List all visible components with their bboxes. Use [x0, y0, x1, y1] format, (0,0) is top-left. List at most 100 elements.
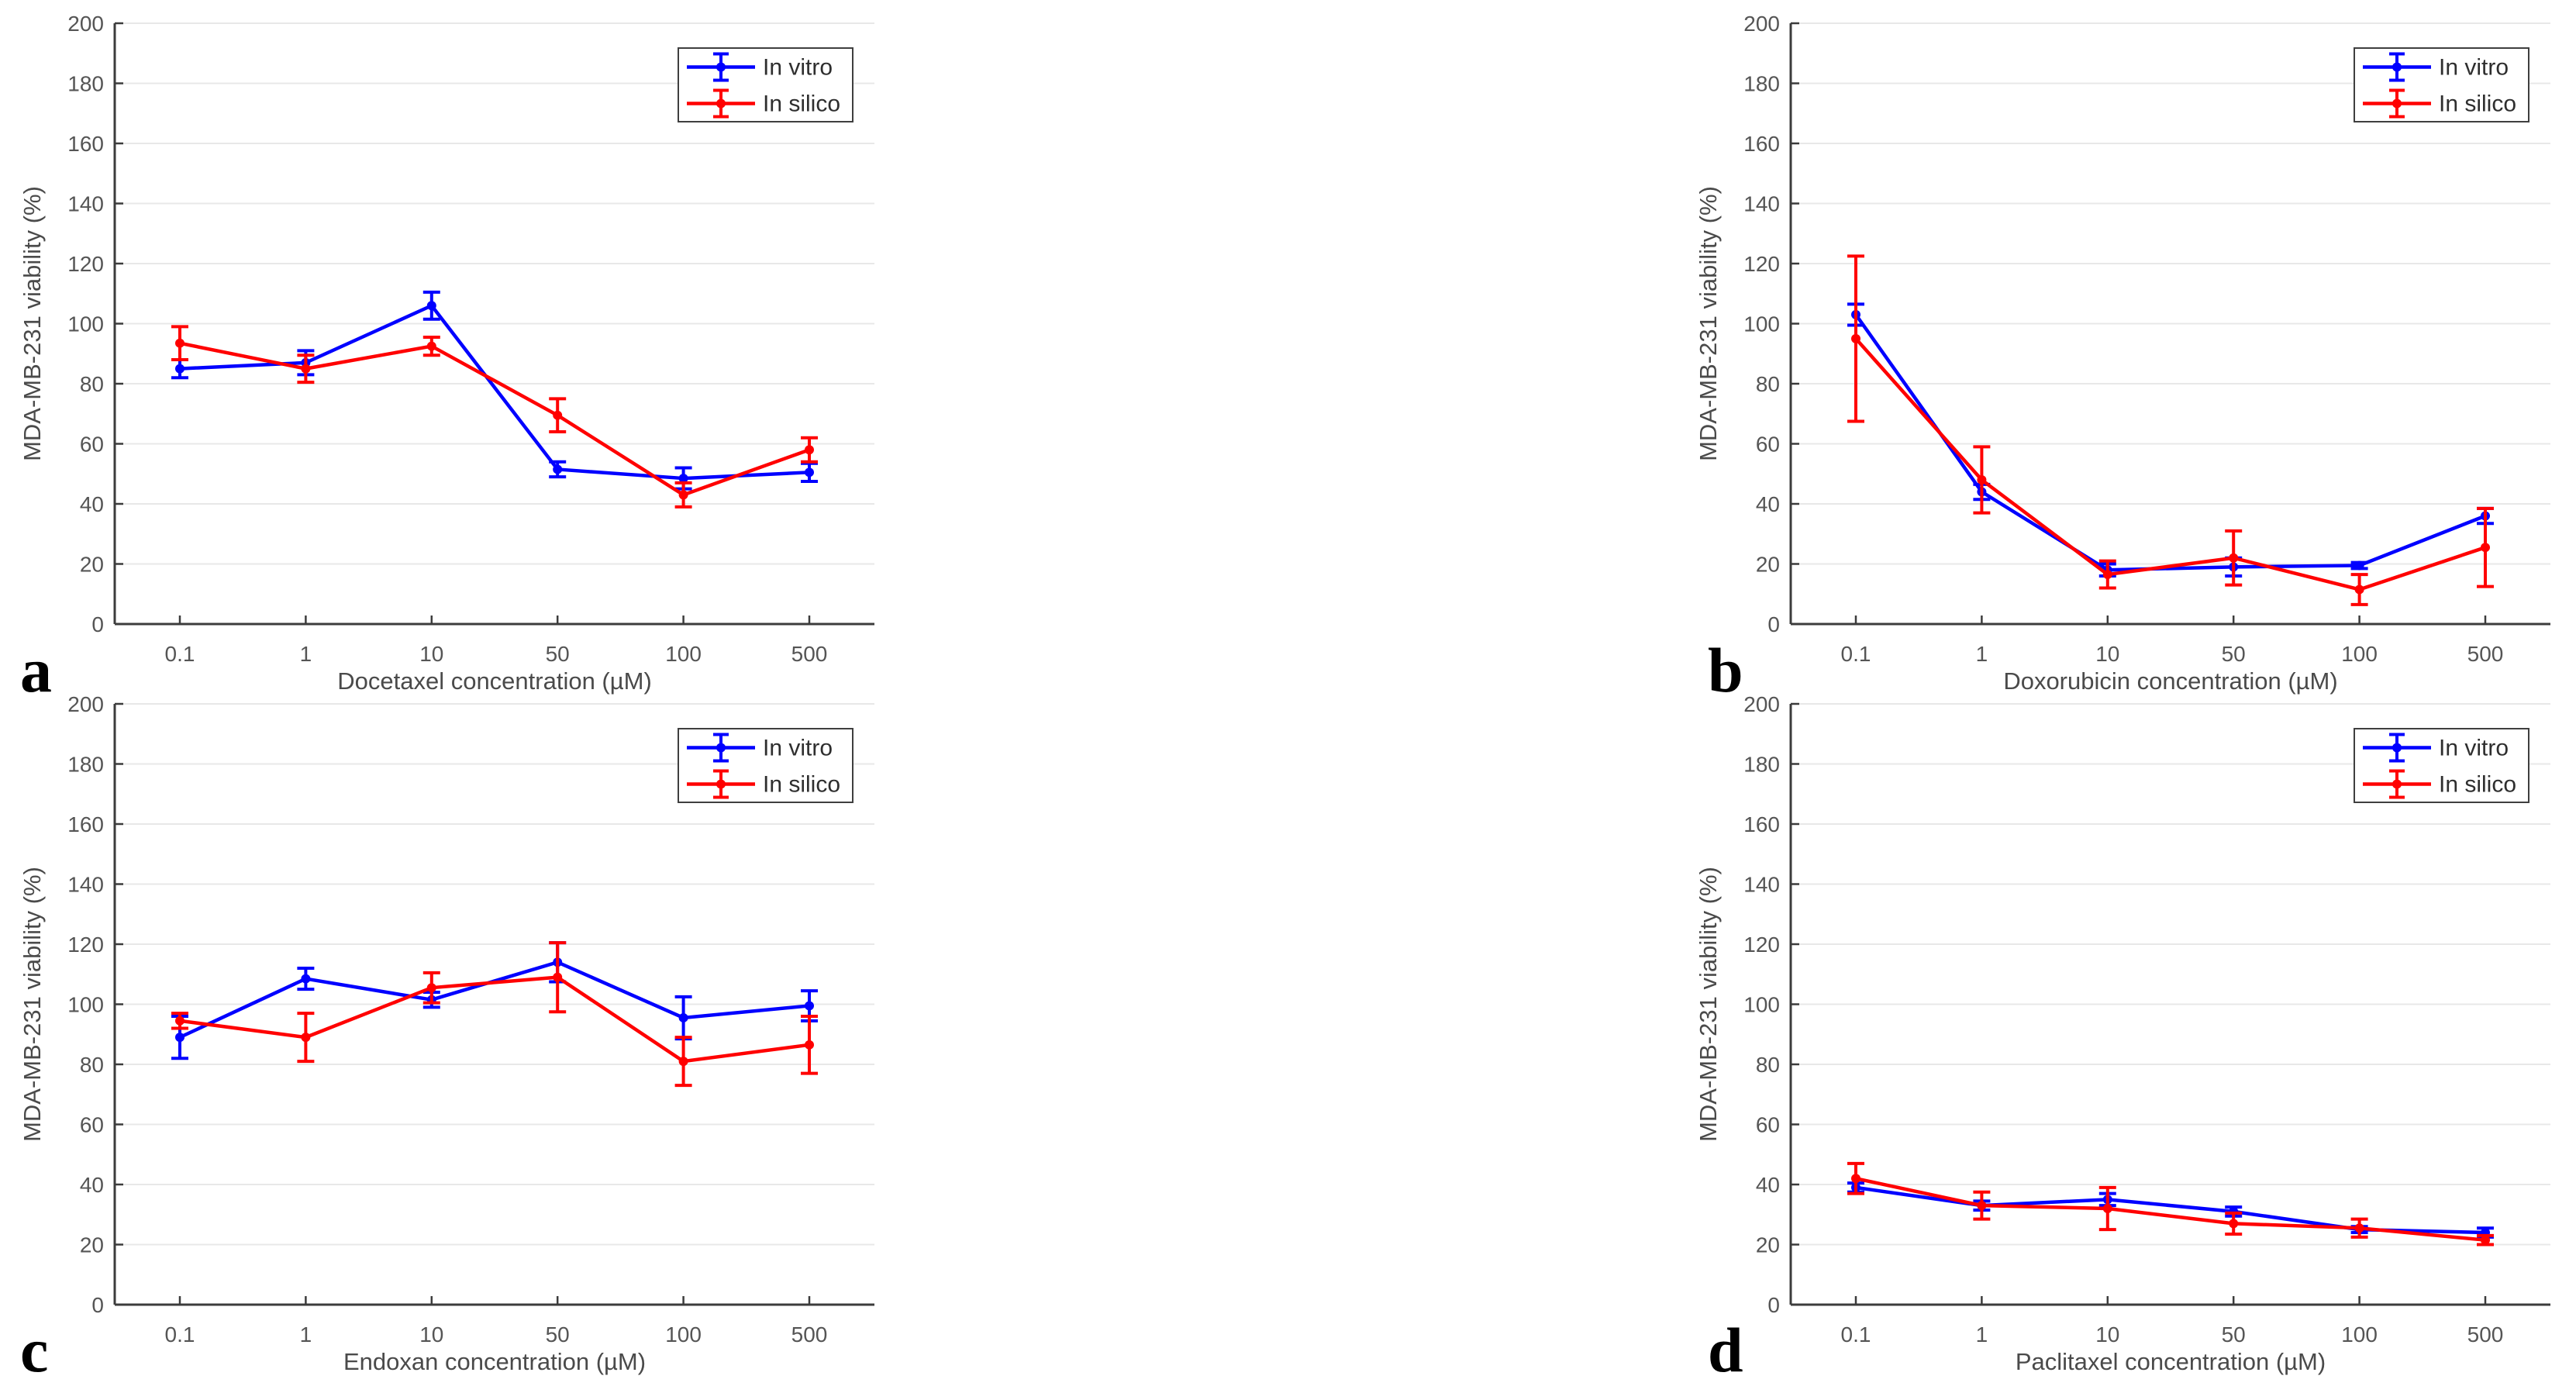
y-tick-label: 200: [1743, 692, 1780, 716]
data-point-marker: [678, 490, 688, 500]
legend-label: In vitro: [763, 736, 833, 761]
legend-item-in-vitro: In vitro: [687, 733, 833, 763]
y-tick-label: 20: [80, 1233, 104, 1257]
data-point-marker: [2354, 1223, 2364, 1233]
x-tick-label: 100: [665, 642, 702, 666]
y-axis-label: MDA-MB-231 viability (%): [1695, 186, 1722, 461]
y-tick-label: 60: [80, 1113, 104, 1137]
x-tick-label: 1: [300, 642, 312, 666]
y-axis-label: MDA-MB-231 viability (%): [19, 867, 46, 1142]
x-tick-label: 50: [2222, 1322, 2246, 1347]
data-point-marker: [301, 974, 311, 984]
y-axis-label: MDA-MB-231 viability (%): [19, 186, 46, 461]
series-in-vitro: [171, 290, 818, 491]
y-tick-label: 120: [67, 933, 104, 957]
axes: [113, 22, 874, 626]
legend-sample-marker: [716, 743, 726, 753]
x-tick-label: 0.1: [165, 642, 195, 666]
x-tick-label: 10: [2095, 1322, 2119, 1347]
data-point-marker: [426, 983, 436, 993]
panel-a: 0 20 40 60 80 100 120 140 160 180 200 0.1 1 10 50 100 50…: [0, 0, 911, 700]
x-axis-label: Endoxan concentration (µM): [343, 1348, 646, 1375]
data-point-marker: [301, 1033, 311, 1043]
panel-letter-d: d: [1708, 1315, 1743, 1385]
series-in-silico: [1847, 254, 2494, 606]
y-tick-label: 140: [1743, 873, 1780, 897]
x-tick-label: 0.1: [1841, 642, 1871, 666]
legend-sample-marker: [2392, 743, 2402, 753]
y-tick-label: 120: [67, 252, 104, 276]
data-line: [1854, 337, 2486, 591]
y-tick-label: 20: [1756, 1233, 1780, 1257]
y-tick-label: 140: [67, 192, 104, 216]
data-point-marker: [426, 341, 436, 351]
chart-c-canvas: 0 20 40 60 80 100 120 140 160 180 200 0.1 1 10 50 100 50…: [19, 692, 874, 1375]
x-tick-label: 10: [2095, 642, 2119, 666]
legend: In vitro In silico: [2354, 728, 2529, 803]
data-point-marker: [426, 301, 436, 311]
series-in-vitro: [1847, 1181, 2494, 1239]
data-line: [179, 304, 810, 481]
y-tick-label: 120: [1743, 933, 1780, 957]
y-tick-label: 160: [67, 132, 104, 156]
data-point-marker: [1977, 1201, 1987, 1211]
legend-sample-marker: [2392, 62, 2402, 72]
y-tick-label: 0: [91, 1293, 104, 1317]
panel-c: 0 20 40 60 80 100 120 140 160 180 200 0.1 1 10 50 100 50…: [0, 681, 911, 1381]
data-point-marker: [805, 1001, 814, 1011]
y-tick-label: 20: [1756, 553, 1780, 577]
legend-label: In vitro: [763, 55, 833, 81]
data-point-marker: [553, 464, 563, 474]
x-tick-label: 50: [546, 642, 570, 666]
data-line: [1854, 313, 2486, 572]
legend-sample-marker: [716, 98, 726, 109]
y-tick-label: 40: [80, 492, 104, 516]
y-tick-label: 200: [1743, 12, 1780, 36]
legend-item-in-silico: In silico: [687, 769, 840, 799]
legend-box: [678, 728, 853, 803]
legend-item-in-vitro: In vitro: [2363, 733, 2509, 763]
y-tick-label: 40: [1756, 1173, 1780, 1197]
legend-box: [2354, 47, 2529, 122]
panel-d: 0 20 40 60 80 100 120 140 160 180 200 0.1 1 10 50 100 50…: [1676, 681, 2576, 1381]
panel-letter-b: b: [1708, 635, 1743, 705]
y-tick-label: 40: [1756, 492, 1780, 516]
data-point-marker: [2481, 1235, 2490, 1245]
panel-letter-a: a: [20, 635, 52, 705]
x-tick-label: 1: [1976, 1322, 1988, 1347]
data-point-marker: [175, 1033, 184, 1043]
y-tick-label: 80: [80, 1053, 104, 1077]
chart-d-canvas: 0 20 40 60 80 100 120 140 160 180 200 0.1 1 10 50 100 50…: [1695, 692, 2550, 1375]
legend-item-in-vitro: In vitro: [2363, 52, 2509, 82]
y-tick-label: 20: [80, 553, 104, 577]
y-tick-label: 0: [1767, 612, 1780, 636]
legend-box: [678, 47, 853, 122]
data-point-marker: [2354, 584, 2364, 595]
data-point-marker: [553, 972, 563, 982]
legend-label: In silico: [763, 772, 840, 798]
y-tick-label: 100: [1743, 993, 1780, 1017]
x-tick-label: 100: [2341, 1322, 2378, 1347]
data-line: [179, 341, 810, 497]
x-tick-label: 10: [419, 642, 443, 666]
data-point-marker: [2481, 543, 2490, 553]
grid-lines: [1791, 703, 2550, 1246]
y-tick-label: 60: [1756, 433, 1780, 457]
data-point-marker: [2354, 560, 2364, 571]
x-tick-label: 100: [2341, 642, 2378, 666]
legend-item-in-silico: In silico: [2363, 88, 2516, 119]
y-tick-label: 160: [1743, 132, 1780, 156]
y-tick-label: 180: [1743, 72, 1780, 96]
series-in-silico: [171, 941, 818, 1088]
x-tick-label: 1: [300, 1322, 312, 1347]
y-tick-label: 180: [67, 72, 104, 96]
panel-letter-c: c: [20, 1315, 49, 1385]
legend-label: In vitro: [2439, 55, 2509, 81]
data-point-marker: [2102, 1204, 2112, 1213]
legend: In vitro In silico: [678, 47, 853, 122]
panel-b: 0 20 40 60 80 100 120 140 160 180 200 0.1 1 10 50 100 50…: [1676, 0, 2576, 700]
data-point-marker: [1977, 475, 1987, 484]
legend-box: [2354, 728, 2529, 803]
data-point-marker: [2229, 553, 2239, 563]
